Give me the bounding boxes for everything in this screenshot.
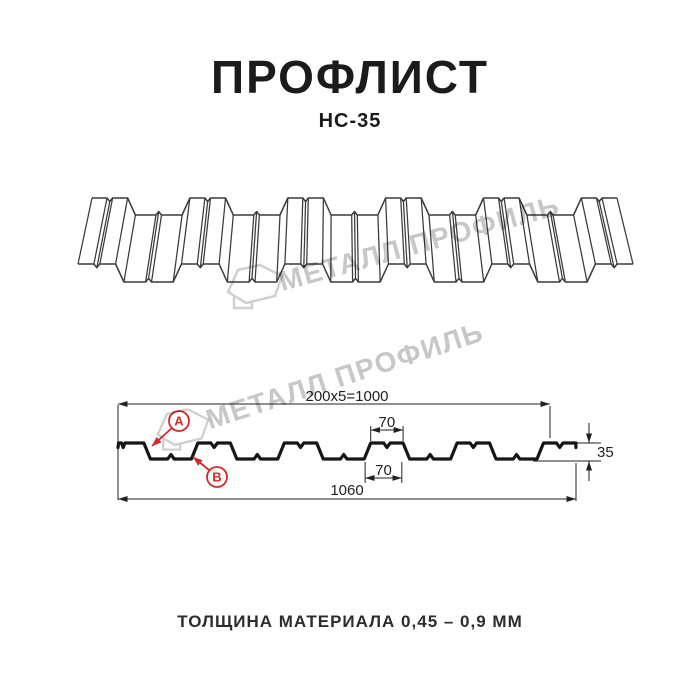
dim-height-label: 35	[597, 444, 614, 461]
near-profile-edge	[78, 263, 633, 283]
page-title: ПРОФЛИСТ	[211, 51, 489, 103]
section-profile-line	[116, 441, 578, 461]
callout-a-label: A	[174, 414, 184, 429]
callout-a: A	[151, 410, 190, 447]
callout-b-label: B	[212, 470, 221, 485]
material-thickness-note: ТОЛЩИНА МАТЕРИАЛА 0,45 – 0,9 ММ	[177, 612, 523, 631]
callout-b: B	[192, 456, 228, 488]
dim-overall-width-label: 1060	[330, 482, 363, 499]
profile-cross-section: 200x5=1000 70 70 35 1060 A B	[116, 388, 614, 502]
dimension-lines	[117, 401, 601, 502]
rib-edge-lines	[77, 197, 634, 283]
profile-model-subtitle: НС-35	[318, 110, 382, 132]
far-profile-edge	[92, 197, 617, 216]
dim-crest-top-label: 70	[379, 414, 396, 431]
dim-pitch-label: 200x5=1000	[306, 388, 389, 405]
dim-crest-bottom-label: 70	[375, 462, 392, 479]
profile-3d-sketch	[77, 197, 634, 283]
